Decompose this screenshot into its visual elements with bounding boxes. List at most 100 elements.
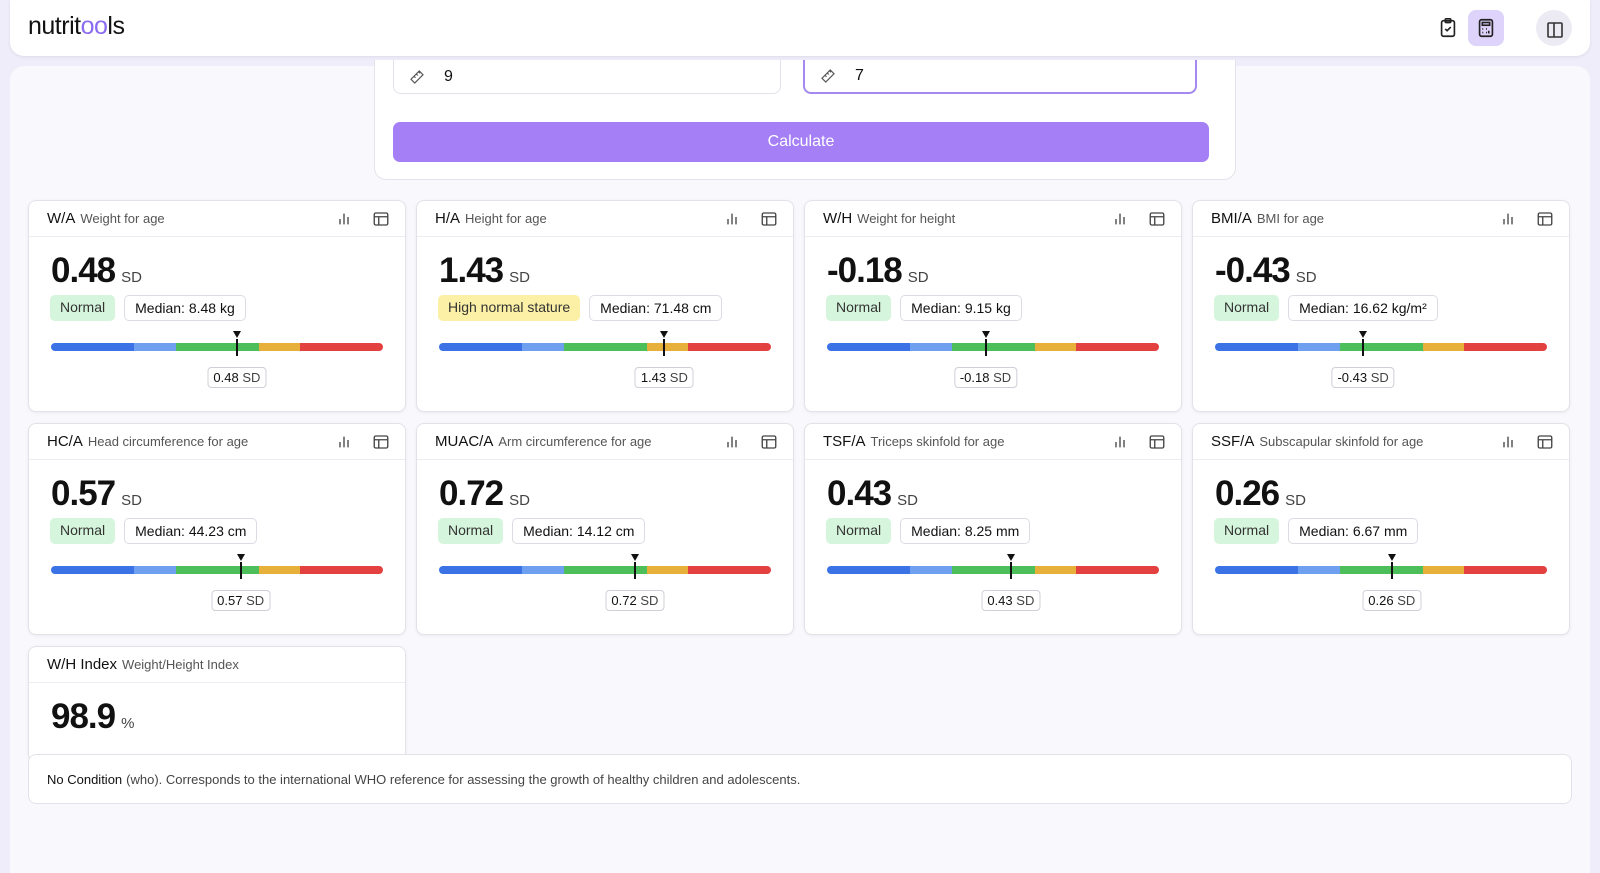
gauge-band — [300, 343, 383, 351]
chart-icon[interactable] — [1108, 207, 1132, 231]
calculator-button[interactable] — [1468, 10, 1504, 46]
note-text: (who). Corresponds to the international … — [126, 771, 801, 787]
input[interactable]: 9 — [393, 60, 781, 94]
marker-unit: SD — [1397, 593, 1416, 608]
table-icon[interactable] — [1533, 207, 1557, 231]
gauge-band — [827, 343, 910, 351]
clipboard-button[interactable] — [1430, 10, 1466, 46]
indicator-abbr: H/A — [435, 210, 461, 227]
marker-label: 1.43 SD — [634, 367, 694, 388]
logo-part: oo — [80, 12, 108, 40]
marker-value: 1.43 — [640, 370, 667, 385]
chips: Normal Median: 16.62 kg/m² — [1193, 295, 1569, 321]
gauge-band — [51, 566, 134, 574]
indicator-abbr: SSF/A — [1211, 433, 1255, 450]
table-icon[interactable] — [1145, 207, 1169, 231]
gauge-band — [1422, 566, 1464, 574]
indicator-name: Triceps skinfold for age — [870, 434, 1005, 449]
chart-icon[interactable] — [1496, 430, 1520, 454]
calculate-button[interactable]: Calculate — [393, 122, 1209, 162]
chips: Normal Median: 44.23 cm — [29, 518, 405, 544]
input[interactable]: 7 — [803, 60, 1197, 94]
logo-part: ls — [107, 12, 125, 40]
input-value: 7 — [855, 67, 864, 84]
status-badge: Normal — [50, 518, 116, 544]
gauge-band — [1339, 566, 1423, 574]
gauge-band — [258, 343, 300, 351]
card-header: SSF/A Subscapular skinfold for age — [1193, 424, 1569, 460]
gauge: -0.18 SD — [827, 331, 1159, 388]
gauge-band — [439, 566, 522, 574]
status-badge: Normal — [826, 518, 892, 544]
gauge: 0.57 SD — [51, 554, 383, 611]
chart-icon[interactable] — [1108, 430, 1132, 454]
score: 0.43 SD — [805, 460, 1181, 518]
marker-label: 0.57 SD — [211, 590, 271, 611]
score-value: 98.9 — [51, 697, 116, 736]
score-value: 0.48 — [51, 251, 116, 290]
score: 1.43 SD — [417, 237, 793, 295]
marker-value: -0.43 — [1337, 370, 1368, 385]
marker-label: -0.43 SD — [1331, 367, 1395, 388]
result-cards: W/A Weight for age 0.48 SD Normal Median: 8.4… — [28, 200, 1572, 762]
form: 9 7 Calculate — [374, 60, 1236, 180]
gauge-band — [827, 566, 910, 574]
score-unit: % — [121, 715, 135, 732]
marker-tip — [1006, 554, 1015, 561]
indicator-abbr: HC/A — [47, 433, 83, 450]
chart-icon[interactable] — [332, 430, 356, 454]
table-icon[interactable] — [1533, 430, 1557, 454]
score-value: 0.72 — [439, 474, 504, 513]
status-badge: Normal — [826, 295, 892, 321]
card-header: HC/A Head circumference for age — [29, 424, 405, 460]
marker-unit: SD — [1016, 593, 1035, 608]
marker-label: 0.72 SD — [605, 590, 665, 611]
table-icon[interactable] — [369, 207, 393, 231]
gauge-band — [910, 566, 952, 574]
gauge-band — [1034, 343, 1076, 351]
gauge-band — [522, 343, 564, 351]
gauge-band — [175, 343, 259, 351]
gauge: -0.43 SD — [1215, 331, 1547, 388]
table-icon[interactable] — [1145, 430, 1169, 454]
result-card: W/H Weight for height -0.18 SD Normal Median:… — [804, 200, 1182, 412]
result-card: W/H Index Weight/Height Index 98.9% — [28, 646, 406, 762]
median-badge: Median: 9.15 kg — [900, 295, 1022, 321]
result-card: MUAC/A Arm circumference for age 0.72 SD Nor… — [416, 423, 794, 635]
logo[interactable]: nutritools — [28, 12, 125, 41]
table-icon[interactable] — [757, 430, 781, 454]
chart-icon[interactable] — [720, 430, 744, 454]
chart-icon[interactable] — [332, 207, 356, 231]
gauge-band — [951, 343, 1035, 351]
status-badge: Normal — [50, 295, 116, 321]
marker-tip — [232, 331, 241, 338]
marker-label: 0.48 SD — [207, 367, 267, 388]
status-badge: Normal — [438, 518, 504, 544]
indicator-name: Weight/Height Index — [122, 657, 239, 672]
gauge-band — [1464, 343, 1547, 351]
status-badge: Normal — [1214, 518, 1280, 544]
marker-value: 0.43 — [987, 593, 1013, 608]
chips: High normal stature Median: 71.48 cm — [417, 295, 793, 321]
median-badge: Median: 71.48 cm — [589, 295, 723, 321]
chart-icon[interactable] — [720, 207, 744, 231]
gauge-band — [300, 566, 383, 574]
marker-tip — [1387, 554, 1396, 561]
marker-line — [663, 339, 666, 356]
indicator-name: Weight for age — [80, 211, 165, 226]
score-value: 1.43 — [439, 251, 504, 290]
score: 0.48 SD — [29, 237, 405, 295]
table-icon[interactable] — [757, 207, 781, 231]
status-badge: High normal stature — [438, 295, 581, 321]
score: 98.9% — [29, 683, 405, 741]
gauge-band — [522, 566, 564, 574]
card-header: MUAC/A Arm circumference for age — [417, 424, 793, 460]
score: -0.18 SD — [805, 237, 1181, 295]
gauge: 1.43 SD — [439, 331, 771, 388]
median-badge: Median: 44.23 cm — [124, 518, 258, 544]
table-icon[interactable] — [369, 430, 393, 454]
chips: Normal Median: 9.15 kg — [805, 295, 1181, 321]
chart-icon[interactable] — [1496, 207, 1520, 231]
gauge-band — [134, 566, 176, 574]
avatar-button[interactable] — [1536, 10, 1572, 46]
